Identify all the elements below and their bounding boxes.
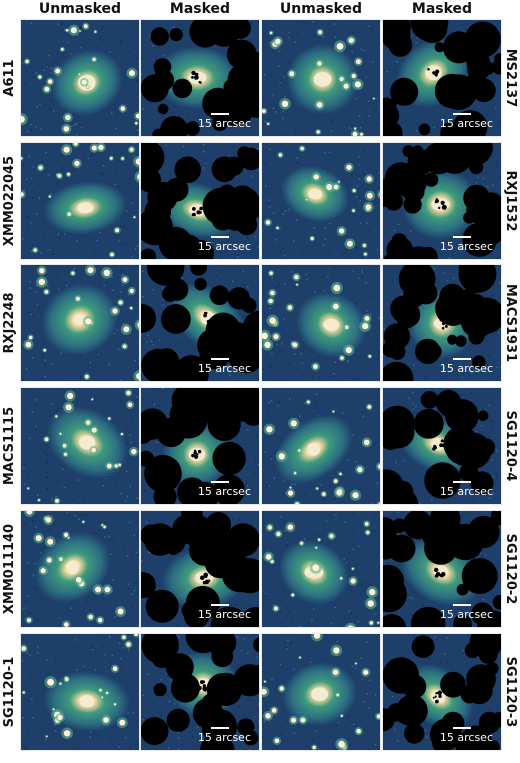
masked-image-panel: 15 arcsec [382, 19, 502, 137]
scale-label: 15 arcsec [439, 117, 493, 130]
scale-label: 15 arcsec [197, 240, 251, 253]
scale-label: 15 arcsec [197, 731, 251, 744]
scale-bar [453, 113, 471, 115]
masked-image-panel: 15 arcsec [140, 633, 260, 751]
column-header-masked-1: Masked [169, 1, 231, 17]
scale-bar [211, 481, 229, 483]
cluster-label-left: SG1120-1 [2, 656, 17, 728]
unmasked-image-panel [20, 510, 140, 628]
unmasked-image-panel [20, 264, 140, 382]
masked-image-panel: 15 arcsec [140, 387, 260, 505]
cluster-label-right: MS2137 [503, 48, 518, 108]
masked-image-panel: 15 arcsec [382, 142, 502, 260]
cluster-label-left: MACS1115 [2, 406, 17, 486]
masked-image-panel: 15 arcsec [382, 510, 502, 628]
cluster-label-right: MACS1931 [503, 283, 518, 363]
scale-bar [453, 236, 471, 238]
masked-image-panel: 15 arcsec [140, 264, 260, 382]
scale-bar [211, 236, 229, 238]
scale-label: 15 arcsec [439, 608, 493, 621]
scale-bar [211, 604, 229, 606]
masked-image-panel: 15 arcsec [140, 142, 260, 260]
scale-label: 15 arcsec [197, 362, 251, 375]
scale-label: 15 arcsec [439, 362, 493, 375]
column-header-unmasked-2: Unmasked [279, 1, 363, 17]
cluster-label-left: XMM022045 [2, 155, 17, 247]
scale-label: 15 arcsec [439, 485, 493, 498]
masked-image-panel: 15 arcsec [382, 387, 502, 505]
scale-label: 15 arcsec [197, 485, 251, 498]
cluster-label-left: RXJ2248 [2, 292, 17, 354]
cluster-label-right: SG1120-3 [503, 656, 518, 728]
scale-bar [211, 727, 229, 729]
scale-bar [453, 604, 471, 606]
unmasked-image-panel [261, 19, 381, 137]
cluster-label-right: RXJ1532 [503, 170, 518, 232]
unmasked-image-panel [20, 142, 140, 260]
unmasked-image-panel [261, 142, 381, 260]
unmasked-image-panel [261, 264, 381, 382]
unmasked-image-panel [261, 633, 381, 751]
scale-label: 15 arcsec [197, 117, 251, 130]
unmasked-image-panel [20, 387, 140, 505]
masked-image-panel: 15 arcsec [140, 510, 260, 628]
cluster-label-left: A611 [2, 59, 17, 97]
scale-bar [453, 727, 471, 729]
scale-bar [211, 358, 229, 360]
unmasked-image-panel [20, 633, 140, 751]
scale-label: 15 arcsec [439, 731, 493, 744]
cluster-label-right: SG1120-4 [503, 410, 518, 482]
unmasked-image-panel [261, 387, 381, 505]
masked-image-panel: 15 arcsec [382, 264, 502, 382]
scale-bar [453, 481, 471, 483]
column-header-masked-2: Masked [411, 1, 473, 17]
unmasked-image-panel [261, 510, 381, 628]
column-header-unmasked-1: Unmasked [38, 1, 122, 17]
scale-label: 15 arcsec [439, 240, 493, 253]
scale-label: 15 arcsec [197, 608, 251, 621]
cluster-label-right: SG1120-2 [503, 533, 518, 605]
masked-image-panel: 15 arcsec [382, 633, 502, 751]
cluster-label-left: XMM011140 [2, 523, 17, 615]
scale-bar [211, 113, 229, 115]
unmasked-image-panel [20, 19, 140, 137]
scale-bar [453, 358, 471, 360]
masked-image-panel: 15 arcsec [140, 19, 260, 137]
